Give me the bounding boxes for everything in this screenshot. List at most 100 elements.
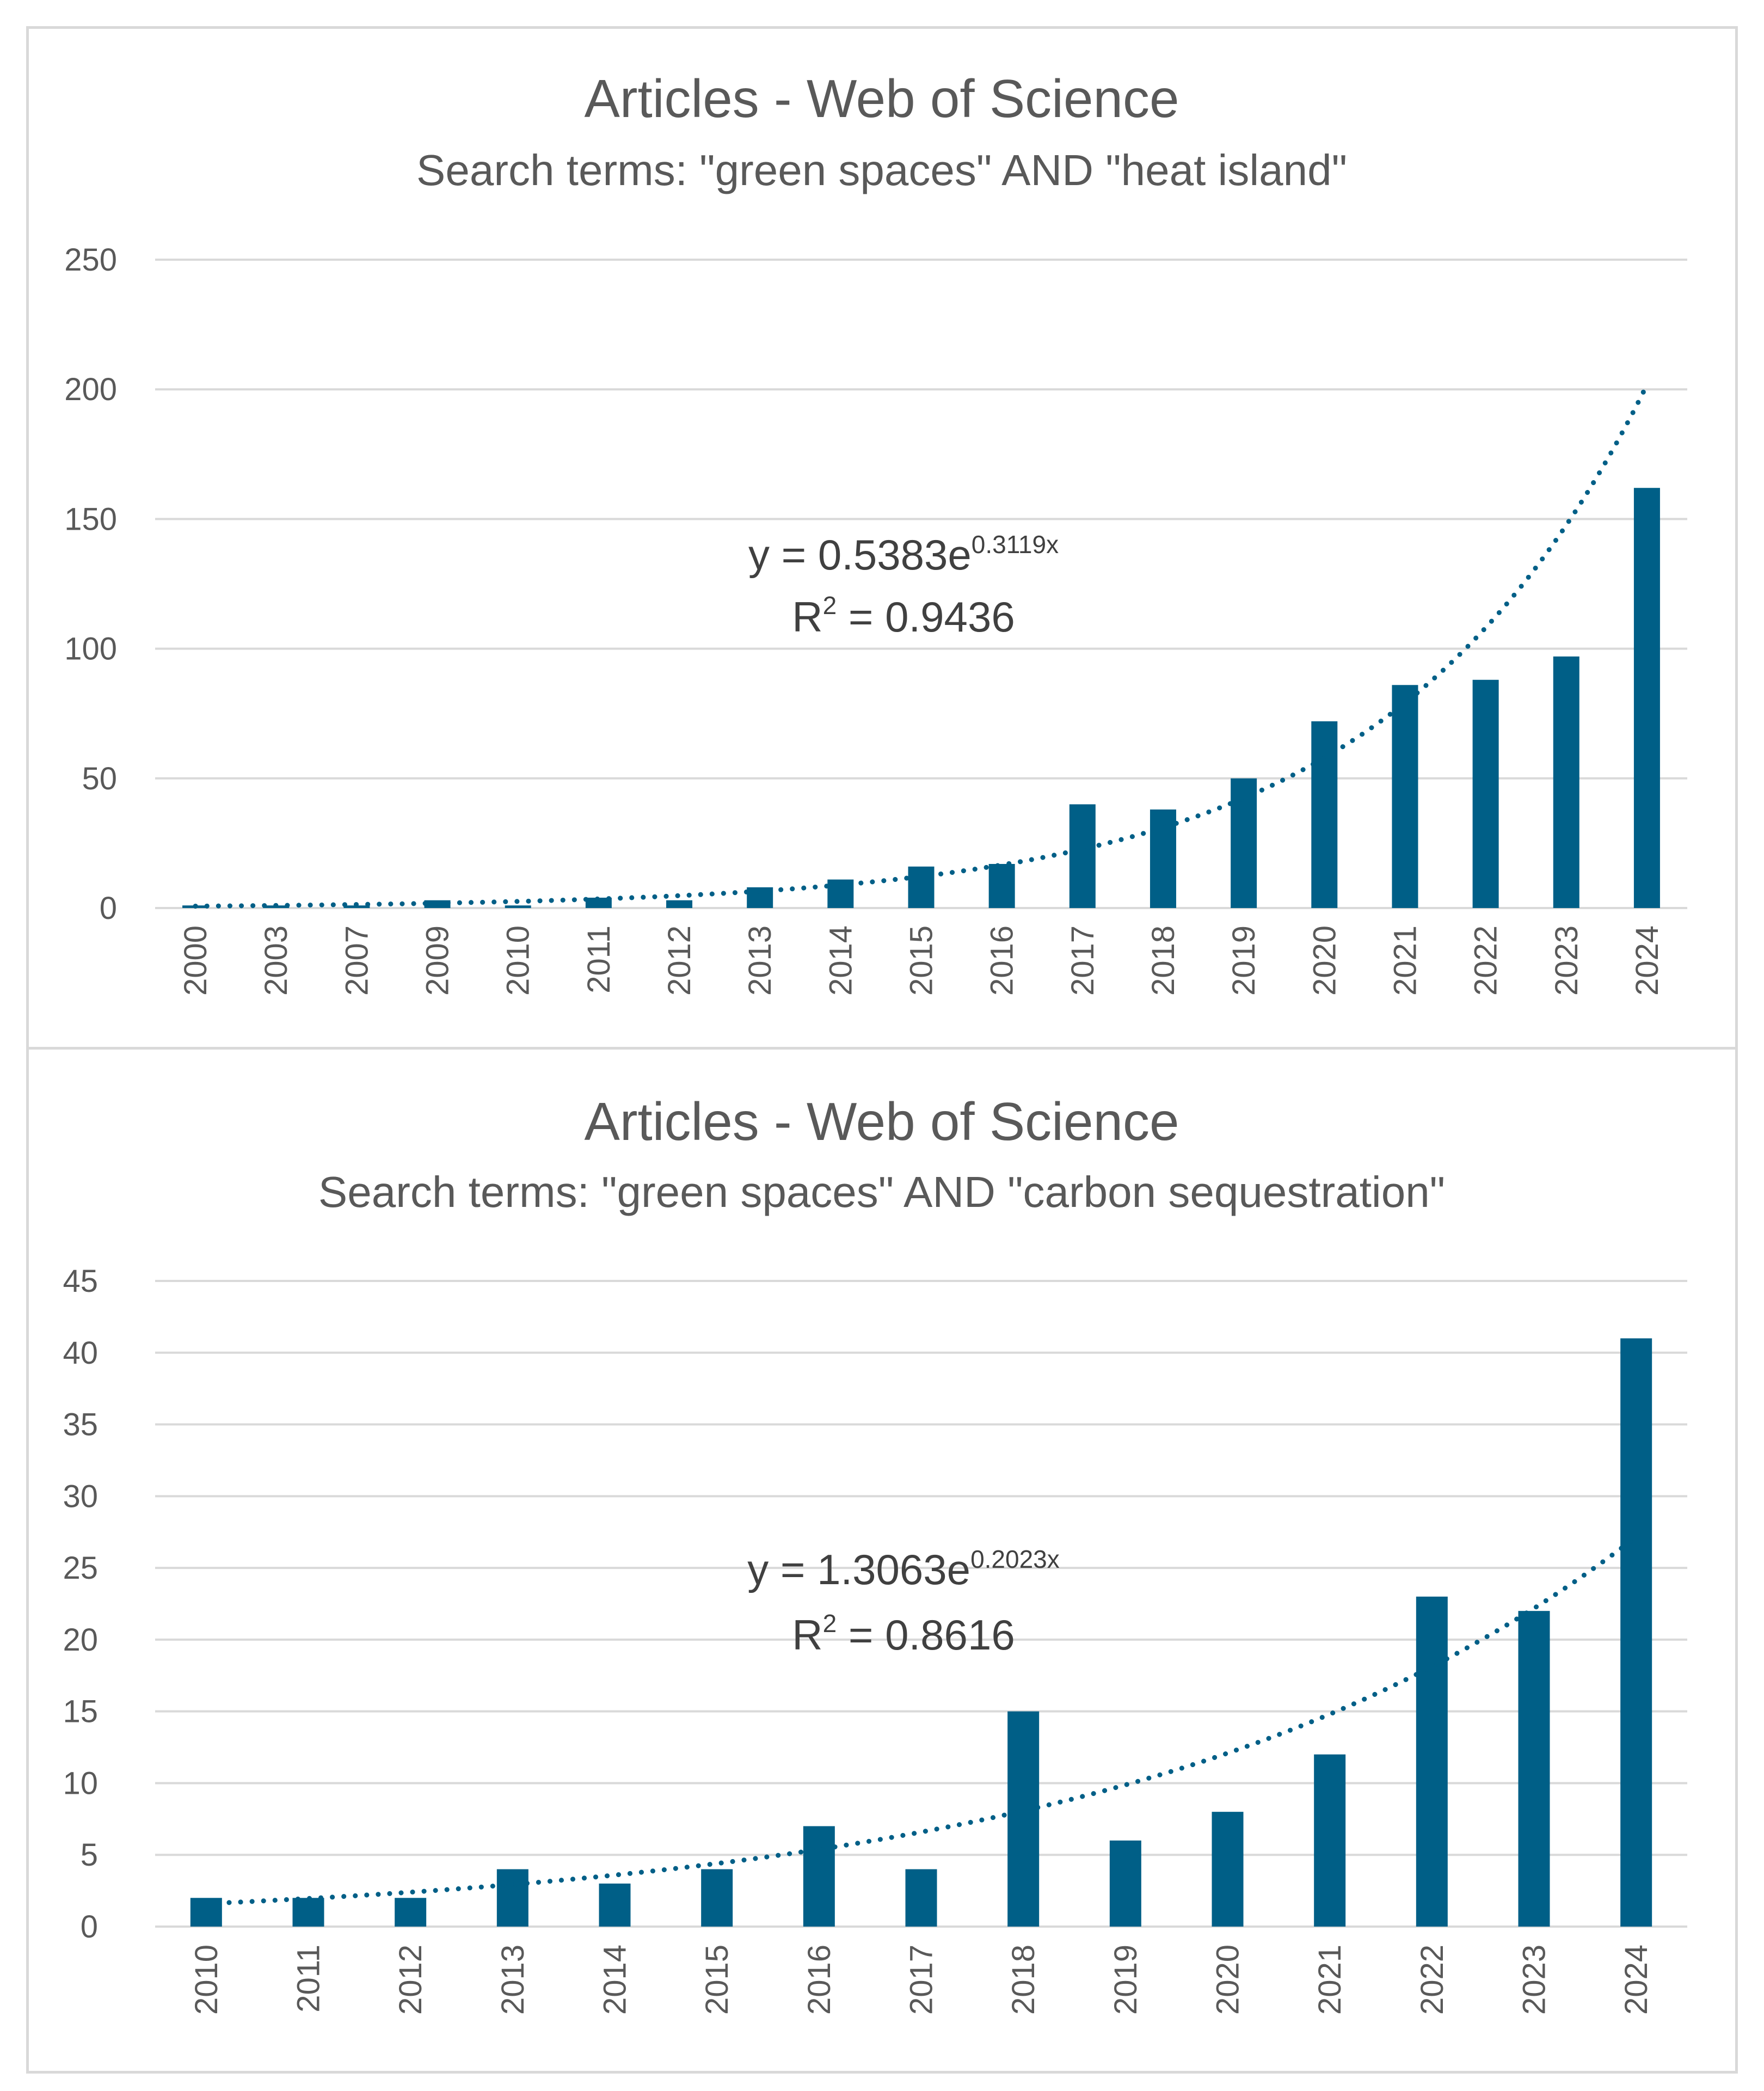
bar bbox=[905, 1869, 937, 1927]
x-tick-label: 2003 bbox=[259, 925, 294, 996]
chart1-r2-sup: 2 bbox=[823, 591, 837, 620]
bar bbox=[1633, 488, 1660, 908]
x-tick-label: 2016 bbox=[985, 925, 1020, 996]
chart1-x-axis-ticks: 2000 2003 2007 2009 2010 2011 2012 2013 2014 2015… bbox=[178, 925, 1665, 996]
chart1-title: Articles - Web of Science bbox=[585, 69, 1179, 128]
bar bbox=[1620, 1338, 1652, 1927]
bar bbox=[1472, 679, 1499, 908]
x-tick-label: 2023 bbox=[1517, 1945, 1552, 2015]
x-tick-label: 2020 bbox=[1307, 925, 1342, 996]
bar bbox=[908, 866, 935, 908]
y-tick-label: 0 bbox=[81, 1909, 98, 1945]
bar bbox=[505, 905, 531, 908]
chart1-equation-base: y = 0.5383e bbox=[748, 531, 972, 579]
bar bbox=[1416, 1596, 1448, 1927]
bar bbox=[1109, 1840, 1141, 1927]
y-tick-label: 15 bbox=[63, 1694, 98, 1730]
chart1-bars bbox=[182, 488, 1660, 908]
bar bbox=[1314, 1754, 1346, 1927]
chart2-r-squared: R2 = 0.8616 bbox=[792, 1609, 1015, 1659]
x-tick-label: 2013 bbox=[742, 925, 778, 996]
x-tick-label: 2011 bbox=[581, 925, 617, 994]
chart2-equation-exponent: 0.2023x bbox=[970, 1545, 1060, 1573]
y-tick-label: 150 bbox=[64, 501, 117, 537]
bar bbox=[395, 1898, 427, 1927]
x-tick-label: 2024 bbox=[1630, 925, 1665, 996]
x-tick-label: 2022 bbox=[1468, 925, 1504, 996]
x-tick-label: 2021 bbox=[1387, 925, 1423, 996]
chart1-r2-letter: R bbox=[792, 593, 822, 641]
x-tick-label: 2010 bbox=[501, 925, 536, 996]
bar bbox=[988, 864, 1015, 908]
y-tick-label: 45 bbox=[63, 1264, 98, 1299]
x-tick-label: 2024 bbox=[1619, 1945, 1654, 2015]
chart1-trend-equation: y = 0.5383e0.3119x bbox=[748, 530, 1059, 579]
x-tick-label: 2009 bbox=[420, 925, 456, 996]
x-tick-label: 2016 bbox=[802, 1945, 837, 2015]
chart2-trendline bbox=[204, 1534, 1639, 1906]
x-tick-label: 2020 bbox=[1210, 1945, 1246, 2015]
x-tick-label: 2007 bbox=[339, 925, 374, 996]
chart2-trend-equation: y = 1.3063e0.2023x bbox=[747, 1545, 1060, 1593]
y-tick-label: 30 bbox=[63, 1479, 98, 1514]
x-tick-label: 2017 bbox=[1065, 925, 1101, 996]
x-tick-label: 2022 bbox=[1415, 1945, 1450, 2015]
chart2-y-axis-ticks: 0 5 10 15 20 25 30 35 40 45 bbox=[63, 1264, 98, 1945]
chart2-gridlines bbox=[155, 1280, 1687, 1928]
bar bbox=[701, 1869, 733, 1927]
y-tick-label: 100 bbox=[64, 631, 117, 667]
chart1-r2-value: = 0.9436 bbox=[837, 593, 1015, 641]
x-tick-label: 2018 bbox=[1006, 1945, 1041, 2015]
bar bbox=[1069, 804, 1096, 908]
y-tick-label: 250 bbox=[64, 242, 117, 278]
x-tick-label: 2012 bbox=[662, 925, 697, 996]
chart2-title: Articles - Web of Science bbox=[585, 1092, 1179, 1151]
x-tick-label: 2019 bbox=[1226, 925, 1262, 996]
bar bbox=[1311, 721, 1338, 908]
x-tick-label: 2012 bbox=[393, 1945, 428, 2015]
y-tick-label: 5 bbox=[81, 1837, 98, 1873]
bar bbox=[1553, 656, 1579, 908]
y-tick-label: 35 bbox=[63, 1407, 98, 1443]
x-tick-label: 2014 bbox=[598, 1945, 633, 2015]
bar bbox=[1150, 809, 1176, 908]
bar bbox=[1007, 1711, 1040, 1927]
bar bbox=[1518, 1611, 1550, 1927]
chart2-bars bbox=[190, 1338, 1652, 1927]
exponential-trendline bbox=[193, 382, 1650, 909]
bar bbox=[292, 1898, 324, 1927]
bar bbox=[1392, 685, 1418, 908]
x-tick-label: 2011 bbox=[291, 1945, 327, 2013]
x-tick-label: 2000 bbox=[178, 925, 213, 996]
y-tick-label: 200 bbox=[64, 372, 117, 407]
x-tick-label: 2019 bbox=[1108, 1945, 1144, 2015]
x-tick-label: 2013 bbox=[495, 1945, 531, 2015]
x-tick-label: 2015 bbox=[904, 925, 939, 996]
chart2-x-axis-ticks: 2010 2011 2012 2013 2014 2015 2016 2017 2018 2019… bbox=[189, 1945, 1654, 2015]
x-tick-label: 2015 bbox=[699, 1945, 735, 2015]
bar bbox=[585, 897, 612, 908]
bar bbox=[599, 1883, 631, 1927]
chart1-subtitle: Search terms: "green spaces" AND "heat i… bbox=[416, 146, 1347, 194]
x-tick-label: 2021 bbox=[1312, 1945, 1348, 2015]
chart2-equation-base: y = 1.3063e bbox=[747, 1546, 970, 1593]
x-tick-label: 2023 bbox=[1549, 925, 1584, 996]
chart1-y-axis-ticks: 0 50 100 150 200 250 bbox=[64, 242, 117, 926]
exponential-trendline bbox=[204, 1534, 1639, 1906]
bar bbox=[1231, 778, 1257, 908]
bar bbox=[496, 1869, 528, 1927]
chart1-equation-exponent: 0.3119x bbox=[972, 530, 1059, 559]
chart2-r2-letter: R bbox=[792, 1611, 822, 1659]
chart1-gridlines bbox=[155, 259, 1687, 909]
y-tick-label: 50 bbox=[82, 761, 117, 796]
bar bbox=[666, 900, 693, 908]
y-tick-label: 25 bbox=[63, 1550, 98, 1586]
chart1-trendline bbox=[193, 382, 1650, 909]
chart2-r2-value: = 0.8616 bbox=[837, 1611, 1015, 1659]
y-tick-label: 0 bbox=[100, 891, 117, 926]
x-tick-label: 2014 bbox=[823, 925, 858, 996]
chart1-r-squared: R2 = 0.9436 bbox=[792, 591, 1015, 641]
bar bbox=[1212, 1812, 1244, 1927]
chart2-r2-sup: 2 bbox=[823, 1609, 837, 1638]
